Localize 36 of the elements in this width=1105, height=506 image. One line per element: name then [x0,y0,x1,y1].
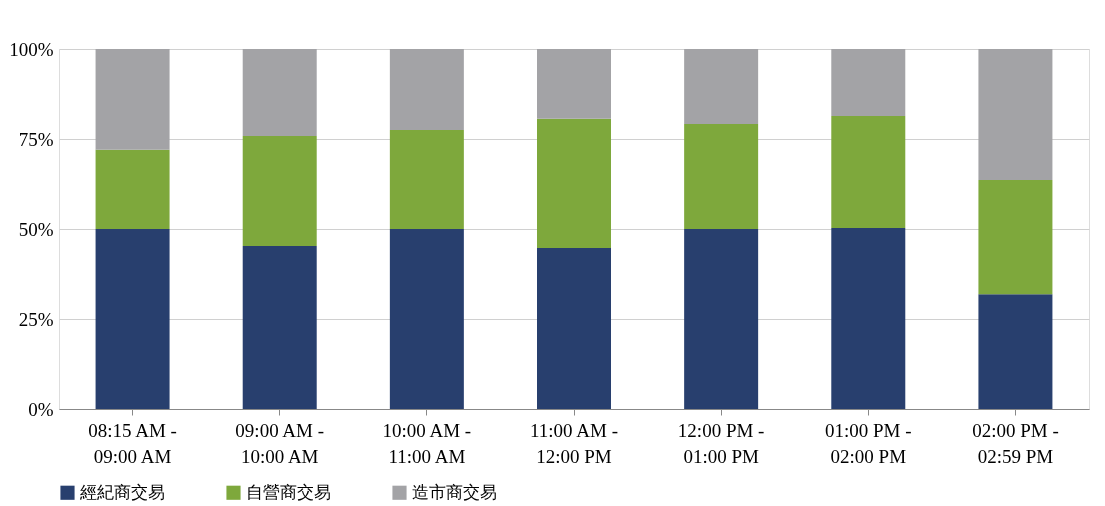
bar [537,118,611,249]
y-tick-label: 50% [18,218,54,240]
bar [95,49,170,150]
x-tick-label: 11:00 AM - 12:00 PM [530,419,618,467]
y-tick-label: 0% [28,398,54,420]
bar [389,130,464,229]
bar [684,229,759,409]
bar [95,149,170,229]
bar [389,49,464,130]
x-tick-label: 02:00 PM - 02:59 PM [972,419,1059,467]
x-tick-label: 12:00 PM - 01:00 PM [677,419,765,467]
legend-label: 自營商交易 [246,481,331,502]
x-tick-label: 01:00 PM - 02:00 PM [825,419,912,467]
y-tick-label: 100% [9,38,54,60]
bar [831,49,906,116]
legend-label: 經紀商交易 [79,481,165,502]
bar [389,229,464,409]
x-tick-label: 10:00 AM - 11:00 AM [382,419,472,467]
bar [978,49,1053,181]
bar [684,123,759,229]
y-tick-label: 25% [18,308,54,330]
bar [242,136,317,246]
x-tick-label: 08:15 AM - 09:00 AM [88,419,177,467]
x-tick-label: 09:00 AM - 10:00 AM [235,419,325,467]
bar [978,180,1053,295]
bar [831,115,906,228]
bar [537,248,611,409]
bar [95,229,170,409]
y-tick-label: 75% [18,128,54,150]
legend-label: 造市商交易 [412,481,497,502]
bar [242,245,317,409]
bar [831,227,906,409]
bar [978,294,1053,409]
bar [684,49,759,124]
bar [537,49,611,119]
bar [242,49,317,137]
